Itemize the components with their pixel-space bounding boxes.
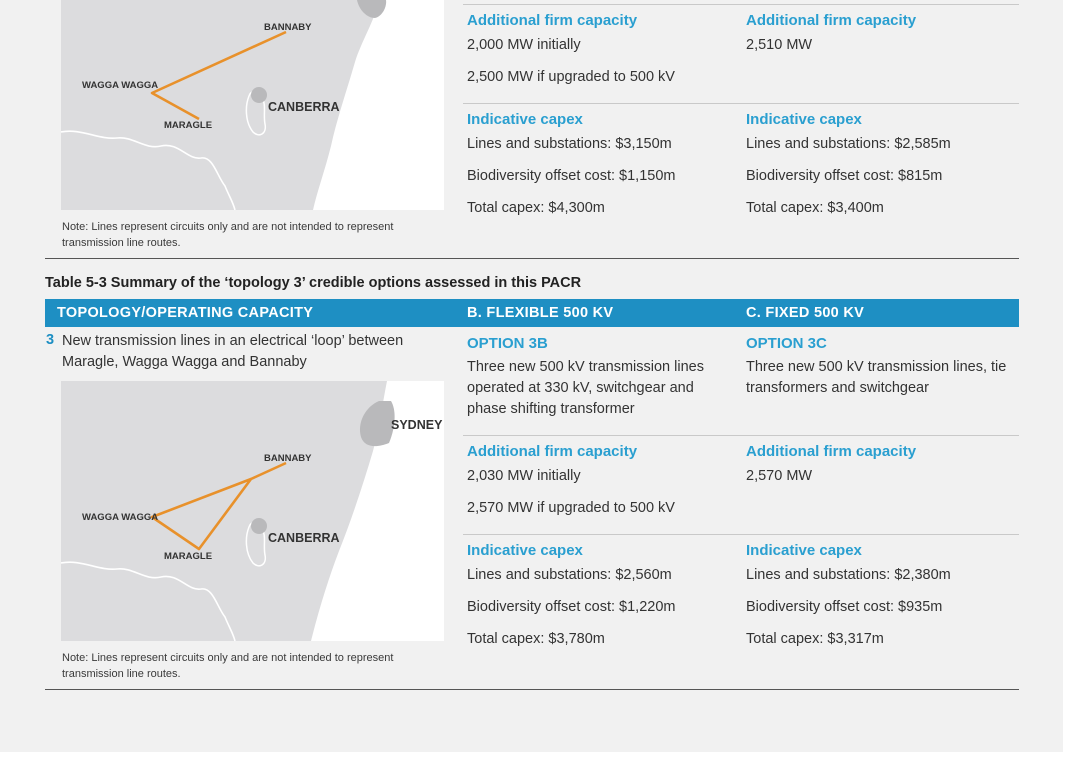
capacity-heading: Additional firm capacity: [467, 443, 638, 460]
canberra-marker: [251, 87, 267, 103]
capex-line: Total capex: $3,780m: [467, 631, 605, 647]
sydney-harbour: [357, 0, 387, 18]
top-option-b-capacity: Additional firm capacity 2,000 MW initia…: [467, 12, 729, 88]
map-note-top: Note: Lines represent circuits only and …: [62, 221, 394, 249]
header-fixed: C. FIXED 500 KV: [746, 305, 865, 321]
table-end-rule: [45, 258, 1019, 259]
capex-line: Lines and substations: $2,585m: [746, 136, 951, 152]
top-option-c-capacity: Additional firm capacity 2,510 MW: [746, 12, 1018, 56]
capex-line: Lines and substations: $3,150m: [467, 136, 672, 152]
map-label-wagga-wagga: WAGGA WAGGA: [82, 80, 158, 91]
capacity-heading: Additional firm capacity: [746, 443, 917, 460]
map-label-bannaby: BANNABY: [264, 453, 312, 464]
transmission-loop: [150, 477, 253, 551]
map-label-wagga-wagga: WAGGA WAGGA: [82, 512, 158, 523]
map-label-canberra: CANBERRA: [268, 531, 340, 545]
option-3c-summary: OPTION 3C Three new 500 kV transmission …: [746, 335, 1018, 399]
option-3b-capex: Indicative capex Lines and substations: …: [467, 542, 729, 650]
map-label-canberra: CANBERRA: [268, 100, 340, 114]
sea-area: [313, 0, 444, 210]
row-number: 3: [46, 332, 55, 348]
capex-heading: Indicative capex: [467, 542, 583, 559]
header-flexible: B. FLEXIBLE 500 KV: [467, 305, 614, 321]
top-option-c-capex: Indicative capex Lines and substations: …: [746, 111, 1018, 219]
sydney-harbour: [359, 401, 395, 447]
capacity-line: 2,000 MW initially: [467, 37, 581, 53]
option-3b-capacity: Additional firm capacity 2,030 MW initia…: [467, 443, 729, 519]
capex-line: Biodiversity offset cost: $1,150m: [467, 168, 676, 184]
capex-line: Biodiversity offset cost: $815m: [746, 168, 943, 184]
capex-line: Lines and substations: $2,380m: [746, 567, 951, 583]
capex-line: Biodiversity offset cost: $1,220m: [467, 599, 676, 615]
map-label-bannaby: BANNABY: [264, 22, 312, 33]
topology-2-map: BANNABY WAGGA WAGGA MARAGLE CANBERRA: [61, 0, 444, 210]
map-label-sydney: SYDNEY: [391, 418, 443, 432]
row-divider: [463, 435, 1019, 436]
capex-line: Total capex: $3,400m: [746, 200, 884, 216]
option-3c-capex: Indicative capex Lines and substations: …: [746, 542, 1018, 650]
table-bottom-rule: [45, 689, 1019, 690]
canberra-marker: [251, 518, 267, 534]
capex-line: Total capex: $3,317m: [746, 631, 884, 647]
row-description: New transmission lines in an electrical …: [62, 333, 404, 370]
capacity-line: 2,570 MW if upgraded to 500 kV: [467, 500, 675, 516]
option-3b-summary: OPTION 3B Three new 500 kV transmission …: [467, 335, 729, 420]
capacity-line: 2,510 MW: [746, 37, 813, 53]
option-description: Three new 500 kV transmission lines oper…: [467, 359, 704, 417]
capacity-line: 2,500 MW if upgraded to 500 kV: [467, 69, 675, 85]
topology-3-map: SYDNEY BANNABY WAGGA WAGGA MARAGLE CANBE…: [61, 381, 444, 641]
option-title: OPTION 3B: [467, 335, 548, 352]
map-label-maragle: MARAGLE: [164, 120, 212, 131]
capex-line: Lines and substations: $2,560m: [467, 567, 672, 583]
bannaby-spur: [250, 461, 287, 481]
option-title: OPTION 3C: [746, 335, 827, 352]
state-border: [61, 130, 236, 210]
capex-heading: Indicative capex: [467, 111, 583, 128]
capacity-line: 2,030 MW initially: [467, 468, 581, 484]
top-option-b-capex: Indicative capex Lines and substations: …: [467, 111, 729, 219]
capacity-line: 2,570 MW: [746, 468, 813, 484]
option-description: Three new 500 kV transmission lines, tie…: [746, 359, 1007, 396]
table-caption: Table 5-3 Summary of the ‘topology 3’ cr…: [45, 275, 582, 291]
map-label-maragle: MARAGLE: [164, 551, 212, 562]
header-topology: TOPOLOGY/OPERATING CAPACITY: [57, 305, 314, 321]
state-border: [61, 561, 236, 641]
transmission-route: [150, 30, 287, 121]
table-header: TOPOLOGY/OPERATING CAPACITY B. FLEXIBLE …: [45, 299, 1019, 327]
document-page: BANNABY WAGGA WAGGA MARAGLE CANBERRA Not…: [0, 0, 1063, 752]
row-divider-top: [463, 4, 1019, 5]
capex-heading: Indicative capex: [746, 542, 862, 559]
row-divider: [463, 534, 1019, 535]
capacity-heading: Additional firm capacity: [467, 12, 638, 29]
map-note-bottom: Note: Lines represent circuits only and …: [62, 652, 394, 680]
option-3c-capacity: Additional firm capacity 2,570 MW: [746, 443, 1018, 487]
capex-heading: Indicative capex: [746, 111, 862, 128]
sea-area: [311, 381, 444, 641]
capacity-heading: Additional firm capacity: [746, 12, 917, 29]
capex-line: Biodiversity offset cost: $935m: [746, 599, 943, 615]
row-divider: [463, 103, 1019, 104]
capex-line: Total capex: $4,300m: [467, 200, 605, 216]
